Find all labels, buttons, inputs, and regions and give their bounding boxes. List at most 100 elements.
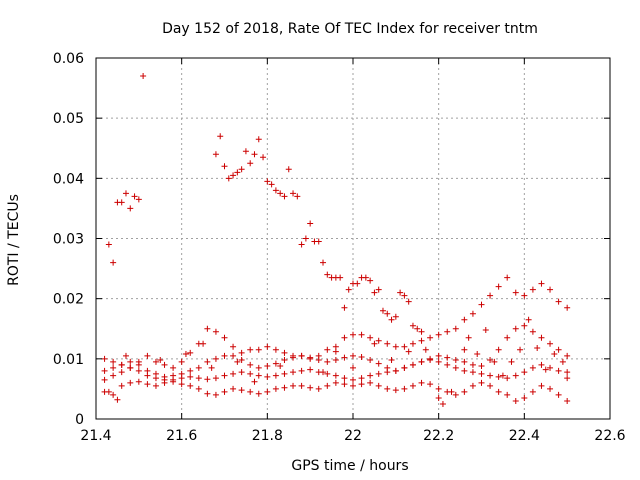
data-point — [110, 358, 117, 365]
data-point — [264, 178, 271, 185]
data-point — [264, 373, 271, 380]
data-point — [230, 385, 237, 392]
data-point — [461, 358, 468, 365]
data-point — [204, 376, 211, 383]
data-point — [110, 364, 117, 371]
data-point — [392, 313, 399, 320]
data-point — [418, 328, 425, 335]
data-point — [418, 358, 425, 365]
data-point — [200, 340, 207, 347]
data-point — [161, 361, 168, 368]
data-point — [384, 385, 391, 392]
data-point — [384, 369, 391, 376]
data-point — [521, 322, 528, 329]
data-point — [110, 372, 117, 379]
data-point — [332, 348, 339, 355]
data-point — [350, 382, 356, 389]
data-point — [461, 388, 468, 395]
data-point — [478, 363, 485, 370]
data-point — [542, 366, 549, 373]
data-point — [474, 351, 481, 358]
data-point — [529, 364, 536, 371]
data-point — [517, 346, 524, 353]
data-point — [247, 361, 254, 368]
data-point — [405, 298, 412, 305]
data-point — [247, 388, 254, 395]
data-point — [461, 367, 468, 374]
data-point — [101, 376, 108, 383]
data-point — [495, 388, 502, 395]
data-point — [564, 369, 571, 376]
data-point — [465, 334, 472, 341]
data-point — [285, 166, 292, 173]
data-point — [255, 364, 262, 371]
data-point — [101, 367, 108, 374]
data-point — [469, 382, 476, 389]
data-point — [564, 375, 571, 382]
data-point — [272, 372, 279, 379]
data-point — [375, 370, 382, 377]
data-point — [135, 378, 142, 385]
data-point — [350, 352, 356, 359]
data-point — [555, 367, 562, 374]
data-point — [435, 385, 442, 392]
data-point — [439, 400, 446, 407]
data-point — [427, 357, 434, 364]
data-point — [135, 361, 142, 368]
data-point — [187, 373, 194, 380]
data-point — [212, 151, 219, 158]
x-tick-label: 21.8 — [252, 428, 283, 444]
data-point — [127, 358, 134, 365]
x-tick-label: 21.6 — [166, 428, 197, 444]
data-point — [384, 340, 391, 347]
data-point — [118, 199, 125, 206]
data-point — [260, 154, 267, 161]
data-point — [547, 286, 554, 293]
data-point — [418, 337, 425, 344]
data-point — [230, 370, 237, 377]
data-point — [547, 385, 554, 392]
data-point — [212, 328, 219, 335]
data-point — [448, 388, 455, 395]
data-point — [388, 316, 395, 323]
data-point — [114, 396, 121, 403]
data-point — [324, 370, 331, 377]
data-point — [277, 190, 284, 197]
data-point — [371, 289, 378, 296]
data-point — [435, 331, 442, 338]
data-point — [337, 274, 344, 281]
data-point — [247, 160, 254, 167]
data-point — [350, 364, 356, 371]
data-point — [238, 387, 245, 394]
data-point — [341, 375, 348, 382]
data-point — [247, 370, 254, 377]
data-point — [324, 382, 331, 389]
data-point — [487, 372, 494, 379]
data-point — [469, 361, 476, 368]
data-point — [444, 328, 451, 335]
data-point — [491, 358, 498, 365]
data-point — [290, 354, 297, 361]
data-point — [187, 382, 194, 389]
data-point — [529, 286, 536, 293]
data-point — [401, 343, 408, 350]
data-point — [478, 301, 485, 308]
data-point — [255, 372, 262, 379]
data-point — [320, 259, 327, 266]
data-point — [345, 286, 352, 293]
data-point — [281, 193, 288, 200]
data-point — [504, 391, 511, 398]
data-point — [161, 379, 168, 386]
data-point — [135, 367, 142, 374]
data-point — [435, 394, 442, 401]
x-tick-label: 22.4 — [509, 428, 540, 444]
data-point — [512, 397, 519, 404]
data-point — [444, 354, 451, 361]
data-point — [350, 376, 356, 383]
data-point — [204, 325, 211, 332]
data-point — [422, 346, 429, 353]
data-point — [555, 298, 562, 305]
data-point — [538, 382, 545, 389]
data-point — [427, 334, 434, 341]
